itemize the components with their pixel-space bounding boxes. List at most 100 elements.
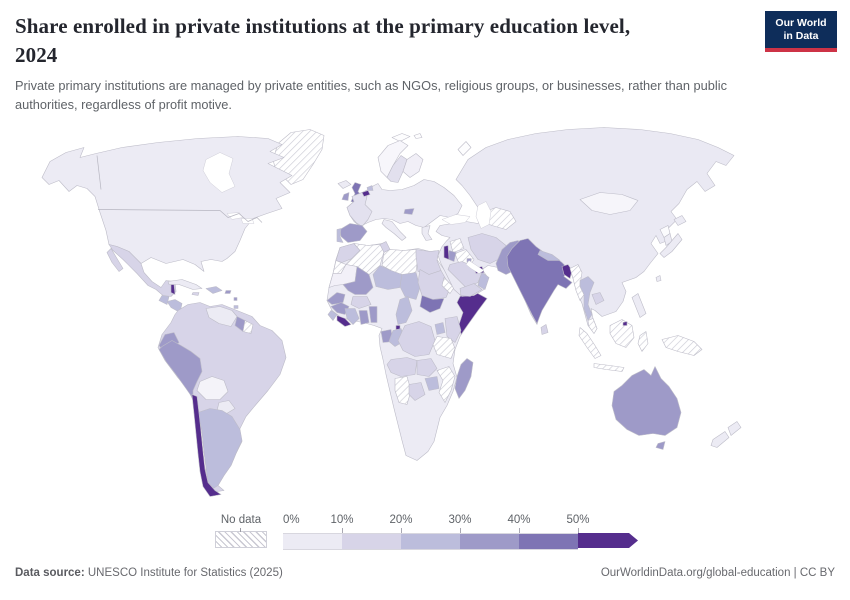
country-ireland[interactable] <box>341 192 350 201</box>
country-honduras-nicaragua[interactable] <box>166 299 183 313</box>
country-belize[interactable] <box>170 284 176 295</box>
country-mexico[interactable] <box>106 244 177 297</box>
legend-bin-0[interactable] <box>283 533 342 550</box>
country-ghana[interactable] <box>358 310 370 325</box>
country-cameroon[interactable] <box>395 296 413 325</box>
country-botswana[interactable] <box>408 382 426 401</box>
country-north-america[interactable] <box>41 136 293 272</box>
country-suriname[interactable] <box>242 320 254 334</box>
country-south-sudan[interactable] <box>419 295 445 313</box>
country-portugal[interactable] <box>336 228 344 243</box>
country-sri-lanka[interactable] <box>540 324 549 335</box>
country-lesser-antilles[interactable] <box>233 297 238 301</box>
country-namibia[interactable] <box>394 376 412 405</box>
legend-tick-mark <box>401 528 402 533</box>
country-nepal[interactable] <box>537 250 561 261</box>
country-angola[interactable] <box>386 357 418 377</box>
legend-tick-label: 0% <box>283 514 300 526</box>
legend-tick-label: 10% <box>330 514 354 526</box>
country-guatemala[interactable] <box>158 295 170 305</box>
legend-bin-5[interactable] <box>578 533 638 548</box>
country-new-zealand[interactable] <box>710 421 742 448</box>
country-liberia[interactable] <box>336 315 352 327</box>
legend-bin-3[interactable] <box>460 533 519 550</box>
country-norway[interactable] <box>377 140 409 178</box>
country-burkina-faso[interactable] <box>350 296 372 309</box>
country-drc[interactable] <box>397 321 436 357</box>
country-senegal[interactable] <box>326 292 346 305</box>
country-spain[interactable] <box>339 223 368 243</box>
legend-no-data-swatch[interactable] <box>215 531 267 548</box>
country-sumatra[interactable] <box>578 327 602 359</box>
country-eritrea[interactable] <box>441 277 455 294</box>
title-text: Share enrolled in private institutions a… <box>15 14 631 38</box>
country-taiwan[interactable] <box>655 275 662 282</box>
country-jamaica[interactable] <box>191 292 200 296</box>
data-source-note: Data source: UNESCO Institute for Statis… <box>15 567 283 579</box>
country-philippines[interactable] <box>631 293 647 318</box>
country-novaya-zemlya[interactable] <box>457 141 472 156</box>
country-jordan[interactable] <box>448 250 457 262</box>
country-belgium[interactable] <box>361 190 371 197</box>
legend-tick-mark <box>578 528 579 533</box>
legend-no-data[interactable]: No data <box>215 514 267 548</box>
country-sierra-leone[interactable] <box>327 310 338 321</box>
country-sulawesi[interactable] <box>637 331 649 352</box>
country-finland[interactable] <box>402 153 424 178</box>
country-puerto-rico[interactable] <box>224 290 232 294</box>
country-syria[interactable] <box>449 238 465 253</box>
country-japan[interactable] <box>659 215 687 258</box>
country-new-guinea[interactable] <box>661 335 703 356</box>
country-bolivia[interactable] <box>196 376 229 400</box>
logo-line1: Our World <box>775 17 827 29</box>
country-togo-benin[interactable] <box>368 306 378 323</box>
country-uganda[interactable] <box>434 322 446 335</box>
country-greece[interactable] <box>421 225 433 241</box>
country-zambia[interactable] <box>416 358 438 377</box>
country-netherlands[interactable] <box>366 185 374 191</box>
country-cote-divoire[interactable] <box>344 308 360 325</box>
legend-bin-4[interactable] <box>519 533 578 550</box>
country-zimbabwe[interactable] <box>424 376 440 391</box>
country-oman[interactable] <box>477 272 490 290</box>
world-choropleth-map <box>10 118 840 506</box>
country-hispaniola[interactable] <box>205 286 223 294</box>
attribution-link[interactable]: OurWorldinData.org/global-education | CC… <box>600 567 835 579</box>
country-tasmania[interactable] <box>655 441 666 450</box>
data-source-label: Data source: <box>15 567 85 579</box>
country-hungary[interactable] <box>403 208 415 215</box>
country-mongolia[interactable] <box>579 192 639 215</box>
country-mali[interactable] <box>342 266 374 295</box>
country-trinidad[interactable] <box>233 305 239 309</box>
country-brunei[interactable] <box>622 321 628 326</box>
country-mozambique[interactable] <box>436 366 456 403</box>
country-malay-peninsula[interactable] <box>587 318 598 334</box>
country-peru[interactable] <box>158 340 203 399</box>
country-kenya[interactable] <box>444 316 462 343</box>
country-argentina[interactable] <box>197 408 243 489</box>
country-svalbard[interactable] <box>391 133 423 142</box>
country-borneo[interactable] <box>609 319 635 348</box>
country-chile[interactable] <box>191 394 222 497</box>
country-australia[interactable] <box>611 366 682 436</box>
legend-bin-2[interactable] <box>401 533 460 550</box>
country-somalia[interactable] <box>456 292 488 335</box>
country-chad[interactable] <box>399 272 421 300</box>
country-sudan[interactable] <box>417 269 451 300</box>
country-yemen[interactable] <box>459 283 483 297</box>
country-bangladesh[interactable] <box>561 264 573 279</box>
page-subtitle: Private primary institutions are managed… <box>15 78 727 112</box>
country-italy[interactable] <box>381 219 407 241</box>
country-java[interactable] <box>593 363 625 372</box>
country-madagascar[interactable] <box>454 358 474 399</box>
country-tanzania[interactable] <box>432 336 456 359</box>
country-thailand[interactable] <box>579 276 595 321</box>
data-source-text: UNESCO Institute for Statistics (2025) <box>84 567 283 579</box>
country-venezuela[interactable] <box>205 306 238 327</box>
country-cambodia[interactable] <box>591 292 605 305</box>
country-israel-lebanon[interactable] <box>443 245 450 260</box>
legend-bin-1[interactable] <box>342 533 401 550</box>
country-iceland[interactable] <box>337 180 352 189</box>
country-sweden[interactable] <box>386 155 408 183</box>
country-cuba[interactable] <box>167 279 203 290</box>
